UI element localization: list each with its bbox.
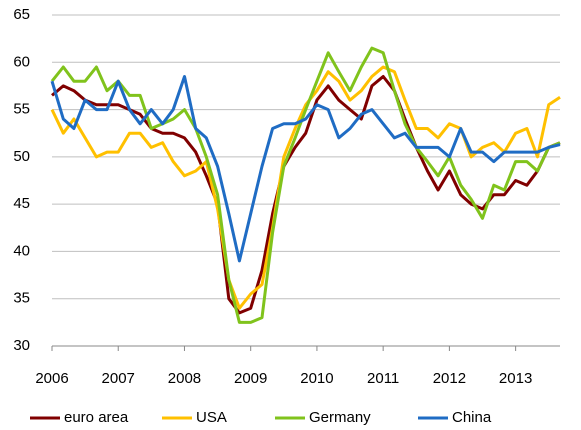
y-tick-label: 30 [13,337,30,354]
x-tick-label: 2007 [102,370,135,387]
x-tick-label: 2006 [35,370,68,387]
legend-label: China [452,409,492,426]
x-tick-label: 2013 [499,370,532,387]
series-line [50,46,561,324]
legend-label: USA [196,409,227,426]
y-tick-label: 35 [13,290,30,307]
y-tick-label: 60 [13,53,30,70]
legend-label: Germany [309,409,371,426]
x-tick-label: 2012 [433,370,466,387]
x-tick-label: 2008 [168,370,201,387]
y-tick-label: 55 [13,101,30,118]
y-tick-label: 40 [13,242,30,259]
x-tick-label: 2009 [234,370,267,387]
series-line [50,65,561,310]
y-tick-label: 50 [13,148,30,165]
series-line [50,75,561,263]
legend-label: euro area [64,409,129,426]
y-tick-label: 65 [13,6,30,23]
x-tick-label: 2011 [367,370,399,387]
y-tick-label: 45 [13,195,30,212]
x-tick-label: 2010 [300,370,333,387]
